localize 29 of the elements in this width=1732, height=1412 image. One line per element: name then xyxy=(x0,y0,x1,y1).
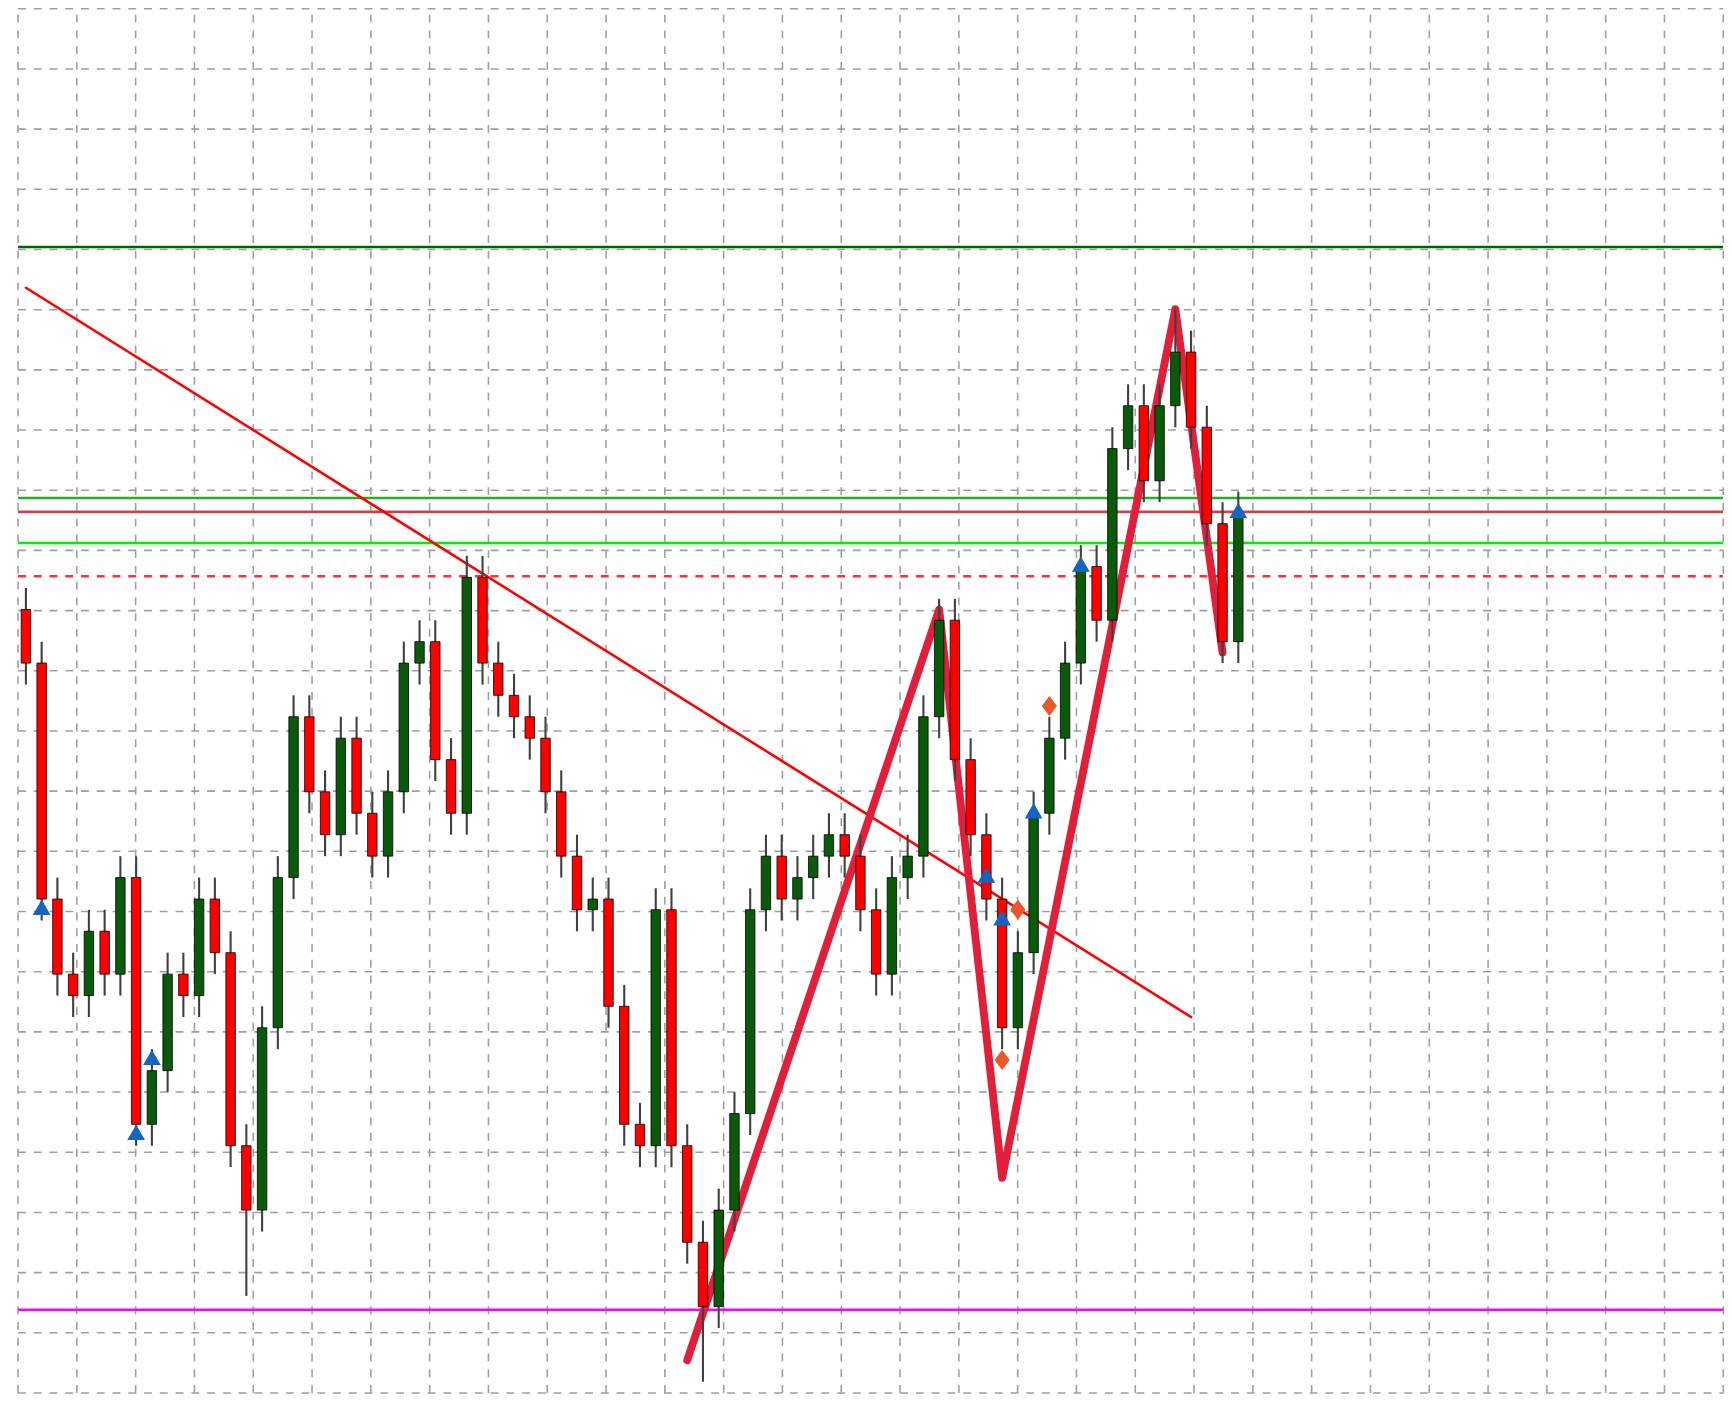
candlestick xyxy=(776,834,787,923)
candlestick xyxy=(634,1102,646,1169)
point xyxy=(1229,503,1247,519)
candlestick xyxy=(99,909,110,998)
point xyxy=(143,1050,161,1066)
point xyxy=(1072,557,1090,573)
candlestick xyxy=(587,877,598,933)
point xyxy=(977,868,995,884)
candlestick xyxy=(508,673,520,740)
candlestick xyxy=(524,694,535,762)
point xyxy=(1025,804,1043,819)
candlestick xyxy=(178,952,189,1019)
point xyxy=(33,900,51,916)
candlestick xyxy=(319,769,331,858)
point xyxy=(1010,900,1026,920)
candlestick xyxy=(414,619,425,687)
candlestick xyxy=(367,791,378,880)
candlestick xyxy=(808,834,819,901)
point xyxy=(993,911,1011,927)
point xyxy=(1041,696,1057,717)
candlestick xyxy=(902,834,913,901)
point xyxy=(127,1125,145,1141)
candlestick xyxy=(1122,383,1134,472)
candlestick xyxy=(839,812,850,880)
point xyxy=(994,1050,1010,1071)
candlestick xyxy=(792,855,803,923)
candlestick xyxy=(493,641,504,719)
candlestick xyxy=(823,812,835,880)
candlestick xyxy=(68,952,79,1019)
